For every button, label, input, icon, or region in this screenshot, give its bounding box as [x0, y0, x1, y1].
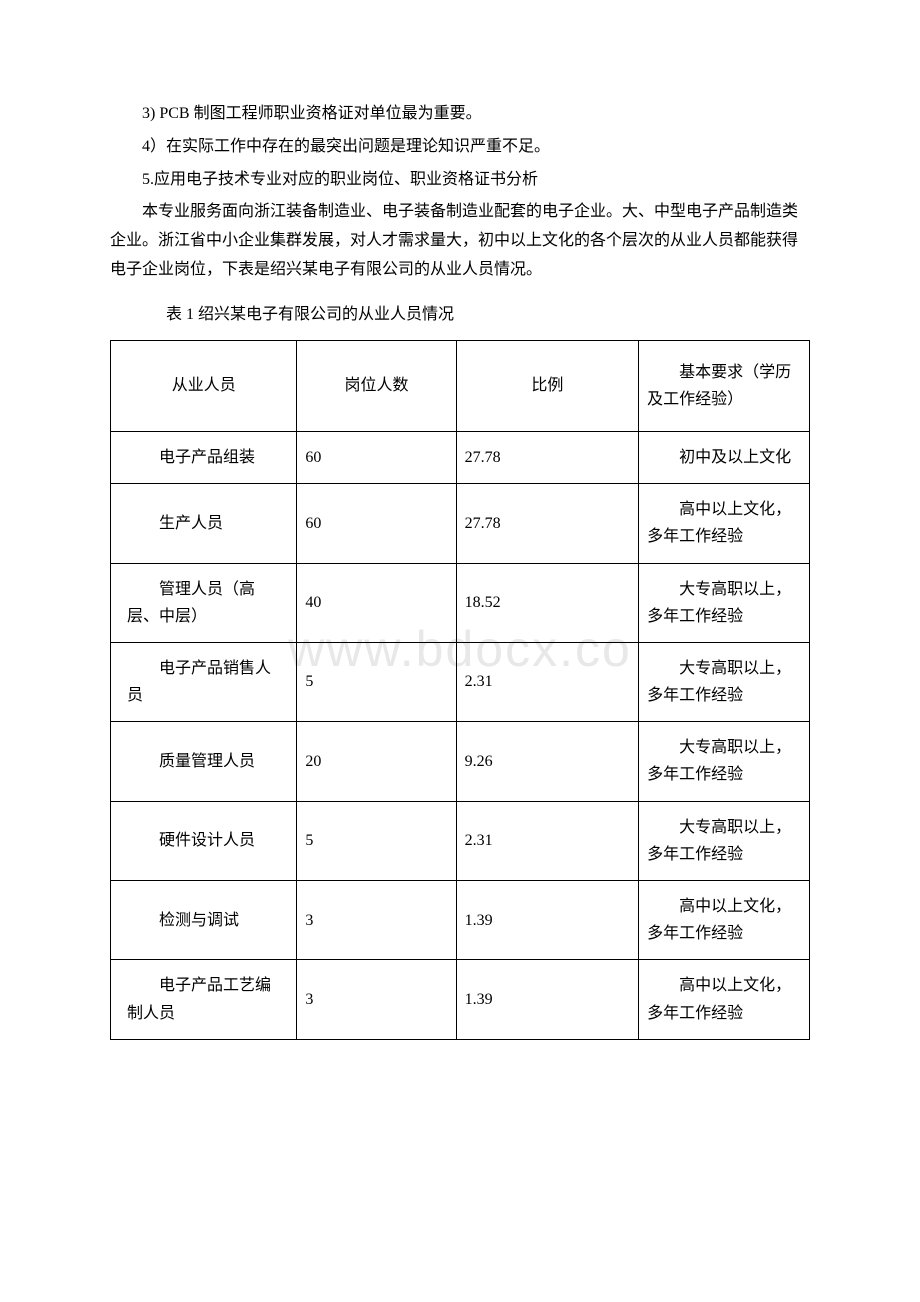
table-row: 电子产品组装 60 27.78 初中及以上文化	[111, 431, 810, 483]
cell-role-text: 管理人员（高层、中层）	[119, 576, 288, 630]
cell-role-text: 检测与调试	[119, 907, 288, 934]
table-row: 管理人员（高层、中层） 40 18.52 大专高职以上，多年工作经验	[111, 563, 810, 642]
paragraph-3: 5.应用电子技术专业对应的职业岗位、职业资格证书分析	[110, 166, 810, 195]
cell-req-text: 高中以上文化，多年工作经验	[647, 496, 801, 550]
cell-req-text: 高中以上文化，多年工作经验	[647, 972, 801, 1026]
header-ratio: 比例	[456, 340, 639, 431]
cell-role: 电子产品工艺编制人员	[111, 960, 297, 1039]
cell-count: 60	[297, 484, 456, 563]
cell-role-text: 生产人员	[119, 510, 288, 537]
paragraph-1: 3) PCB 制图工程师职业资格证对单位最为重要。	[110, 100, 810, 129]
cell-role-text: 电子产品组装	[119, 444, 288, 471]
cell-req: 大专高职以上，多年工作经验	[639, 642, 810, 721]
cell-count: 40	[297, 563, 456, 642]
cell-req-text: 大专高职以上，多年工作经验	[647, 576, 801, 630]
cell-ratio: 27.78	[456, 484, 639, 563]
table-header-row: 从业人员 岗位人数 比例 基本要求（学历及工作经验）	[111, 340, 810, 431]
cell-role: 电子产品组装	[111, 431, 297, 483]
table-row: 电子产品工艺编制人员 3 1.39 高中以上文化，多年工作经验	[111, 960, 810, 1039]
cell-req: 大专高职以上，多年工作经验	[639, 563, 810, 642]
cell-role-text: 质量管理人员	[119, 748, 288, 775]
cell-ratio: 1.39	[456, 881, 639, 960]
cell-count: 5	[297, 642, 456, 721]
paragraph-2: 4）在实际工作中存在的最突出问题是理论知识严重不足。	[110, 133, 810, 162]
cell-req-text: 初中及以上文化	[647, 444, 801, 471]
cell-count: 3	[297, 960, 456, 1039]
cell-role: 质量管理人员	[111, 722, 297, 801]
cell-ratio: 1.39	[456, 960, 639, 1039]
header-role: 从业人员	[111, 340, 297, 431]
cell-req-text: 高中以上文化，多年工作经验	[647, 893, 801, 947]
cell-req-text: 大专高职以上，多年工作经验	[647, 734, 801, 788]
document-content: 3) PCB 制图工程师职业资格证对单位最为重要。 4）在实际工作中存在的最突出…	[110, 100, 810, 1040]
cell-count: 5	[297, 801, 456, 880]
cell-req: 高中以上文化，多年工作经验	[639, 960, 810, 1039]
table-row: 生产人员 60 27.78 高中以上文化，多年工作经验	[111, 484, 810, 563]
paragraph-4: 本专业服务面向浙江装备制造业、电子装备制造业配套的电子企业。大、中型电子产品制造…	[110, 198, 810, 284]
cell-req: 大专高职以上，多年工作经验	[639, 722, 810, 801]
cell-role: 检测与调试	[111, 881, 297, 960]
cell-role: 硬件设计人员	[111, 801, 297, 880]
cell-ratio: 2.31	[456, 801, 639, 880]
cell-count: 20	[297, 722, 456, 801]
cell-role-text: 硬件设计人员	[119, 827, 288, 854]
cell-ratio: 27.78	[456, 431, 639, 483]
cell-ratio: 9.26	[456, 722, 639, 801]
cell-count: 3	[297, 881, 456, 960]
personnel-table: 从业人员 岗位人数 比例 基本要求（学历及工作经验） 电子产品组装 60 27.…	[110, 340, 810, 1040]
table-caption: 表 1 绍兴某电子有限公司的从业人员情况	[110, 301, 810, 330]
cell-req-text: 大专高职以上，多年工作经验	[647, 814, 801, 868]
cell-role-text: 电子产品销售人员	[119, 655, 288, 709]
cell-role: 生产人员	[111, 484, 297, 563]
header-count: 岗位人数	[297, 340, 456, 431]
table-row: 质量管理人员 20 9.26 大专高职以上，多年工作经验	[111, 722, 810, 801]
cell-count: 60	[297, 431, 456, 483]
cell-role: 管理人员（高层、中层）	[111, 563, 297, 642]
cell-ratio: 2.31	[456, 642, 639, 721]
table-row: 检测与调试 3 1.39 高中以上文化，多年工作经验	[111, 881, 810, 960]
cell-req: 高中以上文化，多年工作经验	[639, 881, 810, 960]
cell-role-text: 电子产品工艺编制人员	[119, 972, 288, 1026]
table-row: 电子产品销售人员 5 2.31 大专高职以上，多年工作经验	[111, 642, 810, 721]
cell-ratio: 18.52	[456, 563, 639, 642]
header-req: 基本要求（学历及工作经验）	[639, 340, 810, 431]
cell-req: 大专高职以上，多年工作经验	[639, 801, 810, 880]
cell-role: 电子产品销售人员	[111, 642, 297, 721]
cell-req: 高中以上文化，多年工作经验	[639, 484, 810, 563]
table-row: 硬件设计人员 5 2.31 大专高职以上，多年工作经验	[111, 801, 810, 880]
cell-req: 初中及以上文化	[639, 431, 810, 483]
cell-req-text: 大专高职以上，多年工作经验	[647, 655, 801, 709]
header-req-text: 基本要求（学历及工作经验）	[647, 359, 801, 413]
